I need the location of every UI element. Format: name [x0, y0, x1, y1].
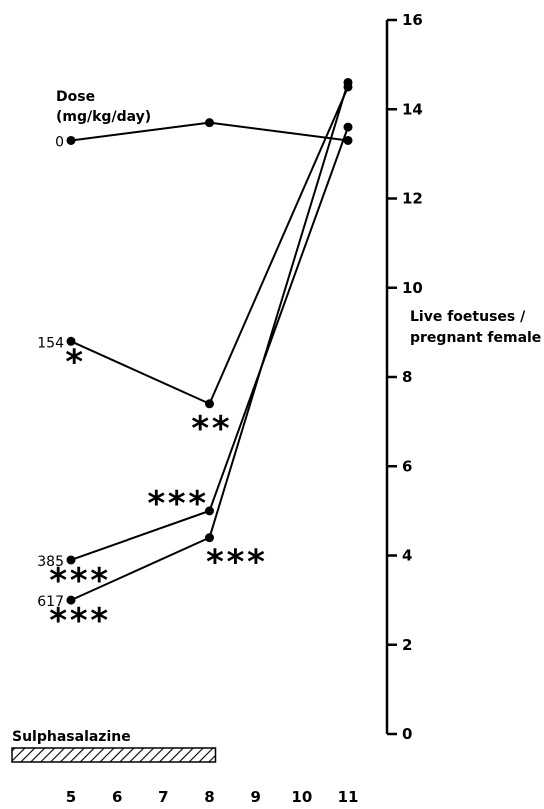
dose-label: 385: [37, 554, 64, 570]
data-point-dose-0: [66, 135, 76, 145]
data-point-dose-385: [66, 555, 76, 565]
x-tick-label: 7: [158, 788, 168, 806]
data-point-dose-154: [66, 336, 76, 346]
significance-stars: ***: [146, 484, 207, 524]
significance-stars: *: [64, 342, 84, 382]
series-line-dose-385: [70, 126, 349, 561]
y-tick-label: 10: [402, 279, 423, 297]
y-axis-label-line1: Live foetuses /: [410, 309, 526, 325]
y-tick-label: 0: [402, 725, 412, 743]
data-point-dose-385: [205, 506, 214, 516]
y-tick-label: 14: [402, 100, 423, 118]
y-tick-label: 4: [402, 547, 412, 565]
x-tick-label: 11: [338, 788, 359, 806]
dose-header-line2: (mg/kg/day): [56, 109, 151, 125]
dose-label: 617: [37, 594, 64, 610]
x-tick-label: 6: [112, 788, 122, 806]
x-tick-label: 8: [204, 788, 214, 806]
dose-label: 0: [55, 134, 64, 150]
x-tick-label: 10: [291, 788, 312, 806]
data-point-dose-0: [205, 118, 214, 128]
y-tick-label: 6: [402, 457, 412, 475]
x-tick-label: 5: [66, 788, 76, 806]
y-tick-label: 12: [402, 190, 423, 208]
significance-stars: ***: [48, 601, 109, 641]
dose-header-line1: Dose: [56, 89, 95, 105]
y-tick-label: 16: [402, 11, 423, 29]
treatment-label: Sulphasalazine: [12, 729, 131, 745]
data-point-dose-385: [343, 122, 353, 132]
significance-stars: ***: [48, 561, 109, 601]
data-point-dose-617: [205, 533, 214, 543]
y-tick-label: 2: [402, 636, 412, 654]
series-line-dose-617: [70, 82, 349, 602]
data-point-dose-617: [343, 77, 353, 87]
data-point-dose-0: [343, 135, 353, 145]
treatment-bar: [11, 747, 217, 763]
dose-label: 154: [37, 335, 64, 351]
y-axis-label-line2: pregnant female: [410, 330, 541, 346]
data-point-dose-154: [205, 399, 214, 409]
significance-stars: **: [190, 409, 231, 449]
x-tick-label: 9: [250, 788, 260, 806]
y-tick-label: 8: [402, 368, 412, 386]
data-point-dose-617: [66, 595, 76, 605]
significance-stars: ***: [205, 543, 266, 583]
